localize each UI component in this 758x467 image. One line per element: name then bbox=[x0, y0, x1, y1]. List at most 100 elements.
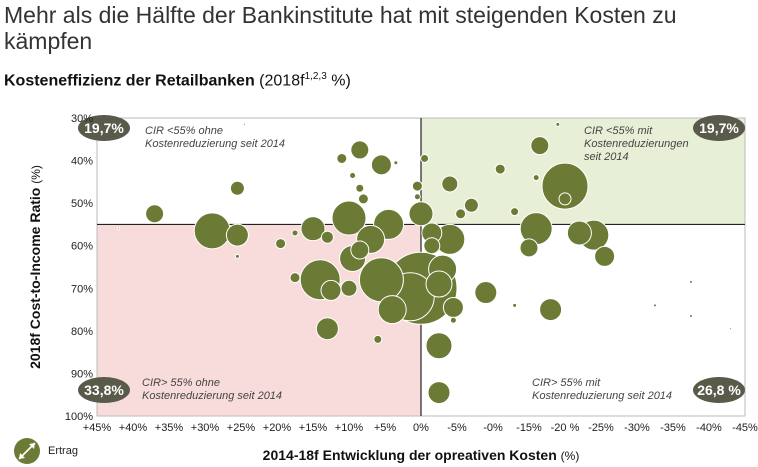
x-tick-label: -5% bbox=[447, 422, 467, 434]
y-tick-label: 40% bbox=[71, 156, 93, 168]
y-tick-label: 30% bbox=[71, 113, 93, 125]
bubble bbox=[530, 136, 550, 156]
subtitle-sup: 1,2,3 bbox=[304, 71, 327, 82]
bubble bbox=[442, 296, 464, 318]
quadrant-percent: 19,7% bbox=[699, 120, 739, 136]
bubble bbox=[373, 334, 383, 344]
subtitle-bold: Kosteneffizienz der Retailbanken bbox=[4, 72, 255, 90]
quadrant-percent: 26,8 % bbox=[697, 382, 741, 398]
bubble bbox=[145, 204, 165, 224]
bubble bbox=[463, 197, 479, 213]
bubble bbox=[225, 223, 249, 247]
bubble bbox=[729, 327, 733, 331]
bubble bbox=[420, 153, 430, 163]
x-tick-label: 0% bbox=[413, 422, 429, 434]
bubble bbox=[229, 180, 245, 196]
bubble bbox=[425, 270, 453, 298]
legend-bubble-icon bbox=[14, 438, 40, 464]
headline: Mehr als die Hälfte der Bankinstitute ha… bbox=[4, 2, 677, 54]
quadrant-label: Kostenreduzierung seit 2014 bbox=[532, 390, 672, 402]
legend-label: Ertrag bbox=[48, 445, 78, 457]
bubble bbox=[558, 192, 572, 206]
quadrant-label: CIR> 55% ohne bbox=[142, 377, 220, 389]
quadrant-badge bbox=[78, 377, 130, 403]
bubble bbox=[408, 201, 434, 227]
bubble bbox=[355, 183, 365, 193]
y-tick-label: 80% bbox=[71, 326, 93, 338]
quadrant-label: CIR> 55% mit bbox=[532, 377, 601, 389]
bubble bbox=[455, 208, 467, 220]
bubble bbox=[689, 279, 693, 284]
y-axis-label: 2018f Cost-to-Income Ratio (%) bbox=[27, 165, 43, 369]
x-tick-label: -45% bbox=[732, 422, 758, 434]
bubble bbox=[510, 207, 520, 217]
bubble bbox=[243, 122, 247, 126]
bubble bbox=[336, 152, 348, 164]
quadrant-label: Kostenreduzierungen bbox=[584, 138, 689, 150]
bubble bbox=[193, 212, 231, 250]
quadrant-badge bbox=[78, 115, 130, 141]
subtitle-post: %) bbox=[326, 72, 351, 90]
bubble bbox=[425, 332, 453, 360]
legend: Ertrag bbox=[10, 436, 78, 466]
bubble bbox=[291, 229, 299, 237]
x-tick-label: +5% bbox=[374, 422, 397, 434]
bubble bbox=[289, 272, 301, 284]
bubble bbox=[377, 295, 407, 325]
y-tick-label: 50% bbox=[71, 198, 93, 210]
bubble bbox=[117, 227, 121, 231]
quadrant-badge bbox=[693, 115, 745, 141]
x-tick-label: -25% bbox=[588, 422, 614, 434]
x-tick-label: +40% bbox=[119, 422, 148, 434]
bubble bbox=[350, 240, 370, 260]
bubble bbox=[653, 303, 657, 308]
x-tick-label: +45% bbox=[83, 422, 112, 434]
y-tick-label: 70% bbox=[71, 283, 93, 295]
y-tick-label: 90% bbox=[71, 368, 93, 380]
x-axis-label: 2014-18f Entwicklung der opreativen Kost… bbox=[263, 447, 580, 463]
bubble bbox=[350, 140, 370, 160]
bubble bbox=[357, 193, 369, 205]
x-tick-label: +25% bbox=[227, 422, 256, 434]
quadrant-badge bbox=[693, 377, 745, 403]
bubble bbox=[393, 160, 399, 166]
subtitle-pre: (2018f bbox=[254, 72, 305, 90]
bubble bbox=[594, 245, 616, 267]
y-tick-label: 100% bbox=[65, 411, 93, 423]
bubble bbox=[689, 313, 693, 318]
x-tick-label: -15% bbox=[516, 422, 542, 434]
bubble bbox=[541, 162, 589, 210]
bubble bbox=[519, 238, 539, 258]
bubble bbox=[441, 175, 459, 193]
quadrant-bottom-left-bg bbox=[97, 224, 421, 416]
bubble bbox=[423, 237, 441, 255]
bubble bbox=[358, 257, 404, 303]
quadrant-label: Kostenreduzierung seit 2014 bbox=[145, 138, 285, 150]
bubble bbox=[340, 279, 358, 297]
y-tick-label: 60% bbox=[71, 241, 93, 253]
quadrant-label: seit 2014 bbox=[584, 151, 629, 163]
x-tick-label: -20 % bbox=[551, 422, 580, 434]
bubble bbox=[331, 200, 367, 236]
bubble bbox=[427, 381, 451, 405]
bubble bbox=[275, 238, 287, 250]
bubble bbox=[300, 216, 326, 242]
bubble bbox=[370, 154, 392, 176]
bubble bbox=[566, 220, 592, 246]
x-tick-label: -30% bbox=[624, 422, 650, 434]
x-tick-label: -40% bbox=[696, 422, 722, 434]
bubble bbox=[555, 121, 561, 127]
quadrant-label: CIR <55% ohne bbox=[145, 125, 223, 137]
bubble bbox=[474, 281, 498, 305]
bubble bbox=[411, 180, 423, 192]
x-tick-label: +35% bbox=[155, 422, 184, 434]
bubble bbox=[315, 317, 339, 341]
bubble bbox=[320, 279, 342, 301]
chart-subtitle: Kosteneffizienz der Retailbanken (2018f1… bbox=[4, 71, 351, 90]
bubble bbox=[539, 298, 563, 322]
quadrant-percent: 19,7% bbox=[84, 120, 124, 136]
x-tick-label: -0% bbox=[483, 422, 503, 434]
quadrant-label: CIR <55% mit bbox=[584, 125, 653, 137]
x-tick-label: +20% bbox=[263, 422, 292, 434]
